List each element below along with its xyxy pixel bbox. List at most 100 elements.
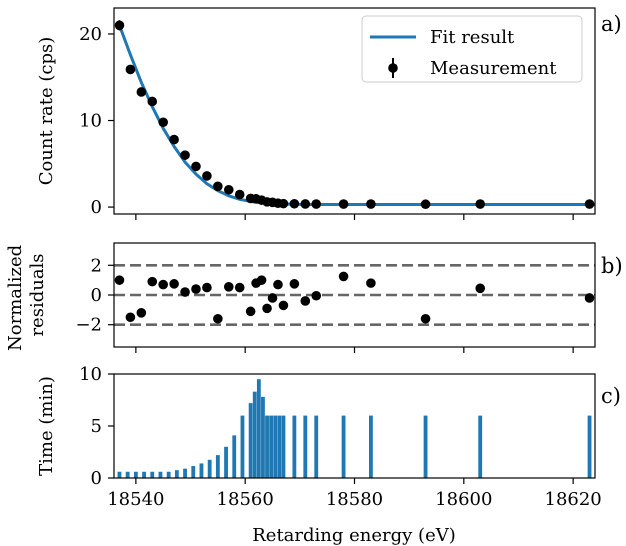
panel-c-clipped-marks: [117, 379, 592, 478]
residual-point: [169, 279, 179, 289]
residual-point: [114, 275, 125, 285]
legend-fit-label: Fit result: [430, 27, 515, 48]
panel-b-ytick-label: 2: [91, 255, 102, 276]
residual-point: [273, 279, 283, 290]
panel-b-x-ticks: [135, 347, 574, 353]
time-bar: [292, 415, 297, 478]
panel-c-ylabel: Time (min): [36, 376, 57, 476]
residual-point: [245, 306, 256, 317]
panel-a-label: a): [601, 12, 622, 36]
panel-a-ytick-label: 0: [91, 197, 102, 218]
panel-b-ylabel: Normalized residuals: [5, 239, 48, 351]
time-bar: [166, 471, 171, 478]
panel-c-ytick-label: 10: [79, 364, 102, 385]
time-bar: [191, 466, 196, 478]
legend: Fit result Measurement: [361, 15, 583, 83]
measurement-point: [311, 199, 322, 209]
panel-c-ytick-label: 5: [91, 416, 102, 437]
measurement-point: [125, 64, 136, 75]
time-bar: [303, 415, 308, 478]
panel-a-y-ticks: 0 10 20: [79, 24, 114, 218]
time-bar: [199, 463, 204, 478]
time-bar: [117, 471, 122, 478]
residual-point: [125, 312, 136, 323]
time-bar: [252, 391, 257, 478]
panel-a-ylabel: Count rate (cps): [36, 37, 57, 186]
time-bar: [232, 435, 237, 478]
time-bar: [277, 415, 282, 478]
panel-b-plot-area: [114, 263, 595, 327]
time-bar: [142, 471, 146, 478]
time-bar: [423, 415, 428, 478]
time-bar: [587, 415, 592, 478]
x-axis-label: Retarding energy (eV): [252, 525, 456, 546]
time-bar: [133, 471, 138, 478]
panel-a-plot-area: [114, 20, 595, 210]
measurement-point: [278, 198, 289, 209]
x-tick-label: 18560: [217, 489, 274, 510]
measurement-point: [213, 181, 223, 192]
time-bar: [183, 468, 187, 478]
residual-point: [136, 308, 147, 318]
time-bar: [269, 415, 274, 478]
time-bar: [256, 379, 261, 478]
measurement-point: [300, 199, 311, 209]
residual-point: [584, 293, 595, 303]
residual-point: [202, 282, 212, 293]
panel-a-ytick-label: 10: [79, 111, 102, 132]
panel-c-measurement-time: 0 5 10 18540 18560 18580 18600 18620 Time (min…: [36, 364, 621, 546]
residual-point: [267, 293, 278, 303]
panel-c-frame: [113, 373, 596, 479]
panel-a-ytick-label: 20: [79, 24, 102, 45]
residual-point: [311, 290, 322, 301]
measurement-point: [366, 199, 376, 209]
time-bar: [248, 403, 253, 478]
legend-box: [361, 15, 583, 83]
measurement-point: [289, 198, 300, 209]
panel-c-y-ticks: 0 5 10: [79, 364, 114, 489]
panel-c-label: c): [601, 384, 621, 408]
fit-result-line: [118, 24, 595, 206]
residual-point: [213, 313, 223, 324]
measurement-point: [191, 161, 201, 172]
panel-c-plot-area: [117, 379, 592, 478]
measurement-point: [169, 134, 179, 145]
panel-c-x-ticks: 18540 18560 18580 18600 18620: [107, 478, 602, 510]
measurement-point: [114, 20, 125, 31]
measurement-point: [584, 199, 595, 209]
residual-point: [234, 282, 245, 293]
panel-a-clipped-marks: [114, 20, 595, 210]
residual-point: [289, 279, 300, 289]
panel-b-residuals: −2 0 2 Normalized residuals b): [5, 239, 623, 353]
time-bar: [125, 471, 130, 478]
measurement-point: [234, 189, 245, 200]
time-bar: [174, 470, 179, 478]
measurement-point: [158, 117, 168, 128]
time-bar: [224, 446, 228, 478]
panel-a-x-ticks: [135, 214, 574, 220]
residual-point: [191, 284, 201, 294]
measurement-point: [475, 199, 486, 209]
measurement-point: [223, 184, 234, 195]
measurement-point: [147, 96, 158, 107]
residual-point: [147, 276, 158, 287]
residual-point: [338, 271, 349, 282]
time-bar: [150, 471, 155, 478]
residual-point: [278, 300, 289, 311]
measurement-point: [180, 150, 190, 160]
time-bar: [281, 415, 286, 478]
time-bar: [478, 415, 483, 478]
time-bar: [215, 455, 220, 478]
residual-point: [420, 313, 431, 324]
residual-point: [300, 296, 311, 306]
x-tick-label: 18600: [435, 489, 492, 510]
time-bar: [273, 415, 278, 478]
time-bar: [341, 415, 346, 478]
time-bar: [314, 415, 319, 478]
panel-b-label: b): [601, 254, 623, 278]
residual-point: [223, 282, 234, 292]
residual-point: [475, 283, 486, 294]
time-bar: [368, 415, 373, 478]
measurement-point: [338, 199, 349, 209]
